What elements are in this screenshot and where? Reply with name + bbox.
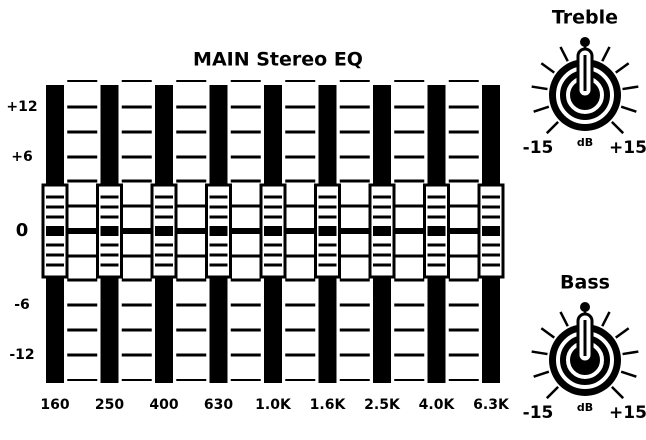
knob-title: Treble — [552, 7, 618, 29]
slider-cap[interactable] — [314, 183, 341, 279]
band-label: 1.6K — [310, 397, 347, 413]
knob-title: Bass — [560, 272, 610, 294]
slider-cap[interactable] — [259, 183, 287, 279]
scale-label: -6 — [14, 297, 30, 313]
cap-center — [264, 226, 282, 236]
knob-tick — [615, 62, 630, 74]
pointer-dot — [580, 37, 590, 47]
cap-center — [100, 226, 119, 236]
slider-cap[interactable] — [150, 183, 178, 279]
cap-center — [373, 226, 391, 236]
knob-pointer[interactable] — [576, 302, 594, 364]
band-label: 6.3K — [473, 397, 510, 413]
band-label: 400 — [149, 397, 178, 413]
knob-tick — [559, 311, 569, 327]
knob-min: -15 — [523, 403, 554, 423]
knob-pointer[interactable] — [576, 37, 594, 99]
knob-tick — [545, 385, 560, 400]
knob-tick — [559, 46, 569, 62]
knob-tick — [540, 62, 555, 74]
slider-cap[interactable] — [41, 183, 69, 279]
slider-cap[interactable] — [368, 183, 396, 279]
knob-tick — [540, 327, 555, 339]
slider-cap[interactable] — [423, 183, 450, 279]
cap-center — [318, 226, 337, 236]
cap-center — [155, 226, 173, 236]
band-label: 630 — [204, 397, 233, 413]
slider-cap[interactable] — [205, 183, 232, 279]
knob-tick — [622, 85, 639, 91]
knob-tick — [601, 46, 611, 62]
cap-center — [46, 226, 64, 236]
scale-label: +12 — [6, 99, 37, 115]
knob-tick — [615, 327, 630, 339]
band-label: 4.0K — [419, 397, 456, 413]
knob-tick — [620, 105, 637, 113]
band-label: 1.0K — [255, 397, 292, 413]
knob-min: -15 — [523, 138, 554, 158]
knob-tick — [531, 85, 548, 91]
scale-label: 0 — [16, 220, 29, 241]
knob-tick — [610, 120, 625, 135]
eq-title: MAIN Stereo EQ — [193, 49, 363, 71]
knob-tick — [620, 370, 637, 378]
pointer-dot — [580, 302, 590, 312]
knob-tick — [545, 120, 560, 135]
knob-tick — [533, 105, 550, 113]
knob-unit: dB — [577, 401, 593, 414]
band-label: 160 — [40, 397, 69, 413]
slider-cap[interactable] — [477, 183, 505, 279]
scale-label: -12 — [9, 347, 34, 363]
knob-max: +15 — [609, 403, 646, 423]
band-label: 2.5K — [364, 397, 401, 413]
scale-label: +6 — [11, 149, 32, 165]
slider-cap[interactable] — [96, 183, 123, 279]
knob-tick — [533, 370, 550, 378]
cap-center — [209, 226, 228, 236]
knob-tick — [610, 385, 625, 400]
knob-tick — [622, 350, 639, 356]
knob-tick — [531, 350, 548, 356]
cap-center — [482, 226, 500, 236]
knob-tick — [601, 311, 611, 327]
knob-unit: dB — [577, 136, 593, 149]
cap-center — [427, 226, 446, 236]
band-label: 250 — [95, 397, 124, 413]
knob-max: +15 — [609, 138, 646, 158]
